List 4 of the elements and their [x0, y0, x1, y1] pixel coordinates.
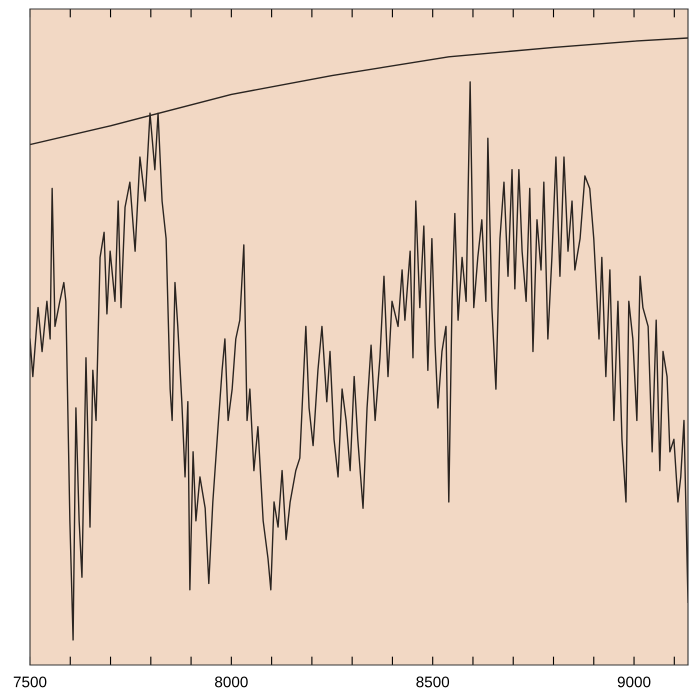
x-tick-label: 8500	[416, 676, 450, 688]
x-tick-label: 9000	[618, 676, 650, 688]
x-tick-label: 8000	[215, 676, 248, 688]
x-tick-label: 7500	[14, 676, 46, 688]
